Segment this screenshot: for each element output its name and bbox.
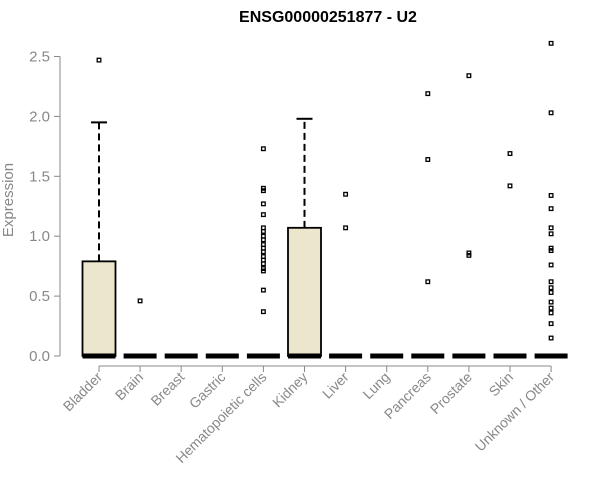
y-tick-label: 0.5 <box>29 288 50 305</box>
outlier-point <box>548 321 554 327</box>
box-liver <box>329 191 363 359</box>
outlier-point <box>548 40 554 46</box>
box-iqr <box>287 226 322 357</box>
outlier-point <box>466 252 472 258</box>
box-prostate <box>452 73 486 359</box>
box-brain <box>123 298 157 359</box>
outlier-point <box>548 279 554 285</box>
y-tick-label: 1.0 <box>29 228 50 245</box>
box-hematopoietic-cells <box>246 146 280 359</box>
outlier-point <box>137 298 143 304</box>
outlier-point <box>548 335 554 341</box>
box-unknown-other <box>534 40 568 359</box>
outlier-point <box>548 285 554 291</box>
x-tick-label: Lung <box>359 369 392 402</box>
outlier-point <box>548 305 554 311</box>
outlier-point <box>548 299 554 305</box>
outlier-point <box>425 279 431 285</box>
chart-title: ENSG00000251877 - U2 <box>239 9 417 26</box>
outlier-point <box>260 201 266 207</box>
outlier-point <box>260 146 266 152</box>
outlier-point <box>425 91 431 97</box>
outlier-point <box>548 225 554 231</box>
x-tick-label: Liver <box>319 369 352 402</box>
y-axis-label: Expression <box>0 163 17 237</box>
outlier-point <box>260 309 266 315</box>
outlier-point <box>260 237 266 243</box>
outlier-point <box>260 268 266 274</box>
outlier-point <box>260 249 266 255</box>
outlier-point <box>260 212 266 218</box>
y-tick-label: 1.5 <box>29 168 50 185</box>
y-axis: 0.0 0.5 1.0 1.5 2.0 2.5 <box>29 49 61 365</box>
x-tick-label: Kidney <box>269 369 311 411</box>
outlier-point <box>548 231 554 237</box>
x-tick-label: Bladder <box>60 369 106 415</box>
outlier-point <box>548 290 554 295</box>
box-skin <box>493 151 527 359</box>
outlier-point <box>96 57 102 63</box>
box-kidney <box>287 117 322 359</box>
outlier-point <box>466 73 472 79</box>
x-tick-label: Brain <box>112 369 146 403</box>
outlier-point <box>260 228 266 234</box>
outlier-point <box>260 287 266 293</box>
outlier-point <box>343 225 349 231</box>
x-tick-label: Skin <box>486 369 517 400</box>
outlier-point <box>507 151 513 156</box>
box-iqr <box>81 260 117 357</box>
outlier-point <box>343 191 349 197</box>
outlier-point <box>548 262 554 268</box>
outlier-point <box>548 310 554 316</box>
outlier-point <box>548 206 554 212</box>
outlier-point <box>260 188 266 194</box>
x-tick-label: Breast <box>147 369 187 409</box>
box-pancreas <box>411 91 445 359</box>
y-tick-label: 2.0 <box>29 108 50 125</box>
outlier-point <box>425 157 431 162</box>
y-tick-label: 0.0 <box>29 348 50 365</box>
outlier-point <box>507 183 513 189</box>
outlier-point <box>548 248 554 254</box>
x-tick-label: Prostate <box>427 369 475 417</box>
box-series <box>81 40 568 359</box>
y-tick-label: 2.5 <box>29 49 50 66</box>
outlier-point <box>260 261 266 267</box>
box-bladder <box>81 57 117 359</box>
outlier-point <box>548 193 554 198</box>
outlier-point <box>548 110 554 116</box>
